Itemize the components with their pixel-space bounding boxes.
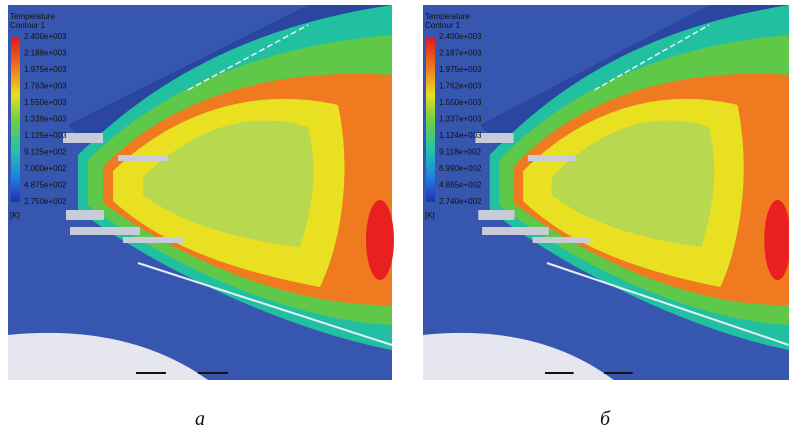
contour-panel: [423, 5, 789, 380]
legend-label: 1.124e+003: [439, 131, 482, 140]
legend-label: 2.750e+002: [24, 197, 67, 206]
legend-label: 1.125e+003: [24, 131, 67, 140]
legend-label: 9.118e+002: [439, 148, 481, 157]
injector: [66, 210, 104, 220]
injector: [70, 227, 140, 235]
injector: [63, 133, 103, 143]
legend-label: 4.875e+002: [24, 181, 67, 190]
legend-label: 1.975e+003: [439, 65, 482, 74]
caption: б: [600, 408, 611, 430]
legend-label: 4.865e+002: [439, 181, 482, 190]
legend-label: 2.400e+003: [24, 32, 67, 41]
legend-label: 2.188e+003: [24, 49, 67, 58]
figure: TemperatureContour 12.400e+0032.188e+003…: [0, 0, 789, 441]
legend-label: 1.550e+003: [24, 98, 67, 107]
colorbar: [426, 37, 435, 202]
injector: [118, 155, 168, 161]
legend-title: Temperature: [425, 12, 470, 21]
injector: [123, 237, 183, 243]
legend-unit: [K]: [10, 211, 20, 220]
injector: [528, 155, 576, 161]
legend-label: 1.338e+003: [24, 115, 67, 124]
legend-label: 1.763e+003: [24, 82, 67, 91]
legend-unit: [K]: [425, 211, 435, 220]
injector: [478, 210, 514, 220]
legend-subtitle: Contour 1: [425, 21, 461, 30]
caption: а: [195, 408, 205, 430]
injector: [482, 227, 549, 235]
legend-label: 1.550e+003: [439, 98, 482, 107]
legend-label: 2.740e+002: [439, 197, 482, 206]
legend-label: 2.400e+003: [439, 32, 482, 41]
legend-label: 2.187e+003: [439, 49, 482, 58]
legend-label: 9.125e+002: [24, 148, 67, 157]
legend-label: 1.337e+003: [439, 115, 482, 124]
legend-label: 1.975e+003: [24, 65, 67, 74]
legend-label: 6.990e+002: [439, 164, 482, 173]
peak-zone: [366, 200, 394, 280]
legend-subtitle: Contour 1: [10, 21, 46, 30]
injector: [533, 237, 590, 243]
legend-label: 7.000e+002: [24, 164, 67, 173]
legend-title: Temperature: [10, 12, 55, 21]
colorbar: [11, 37, 20, 202]
legend-label: 1.762e+003: [439, 82, 482, 91]
contour-panel: [8, 5, 394, 380]
